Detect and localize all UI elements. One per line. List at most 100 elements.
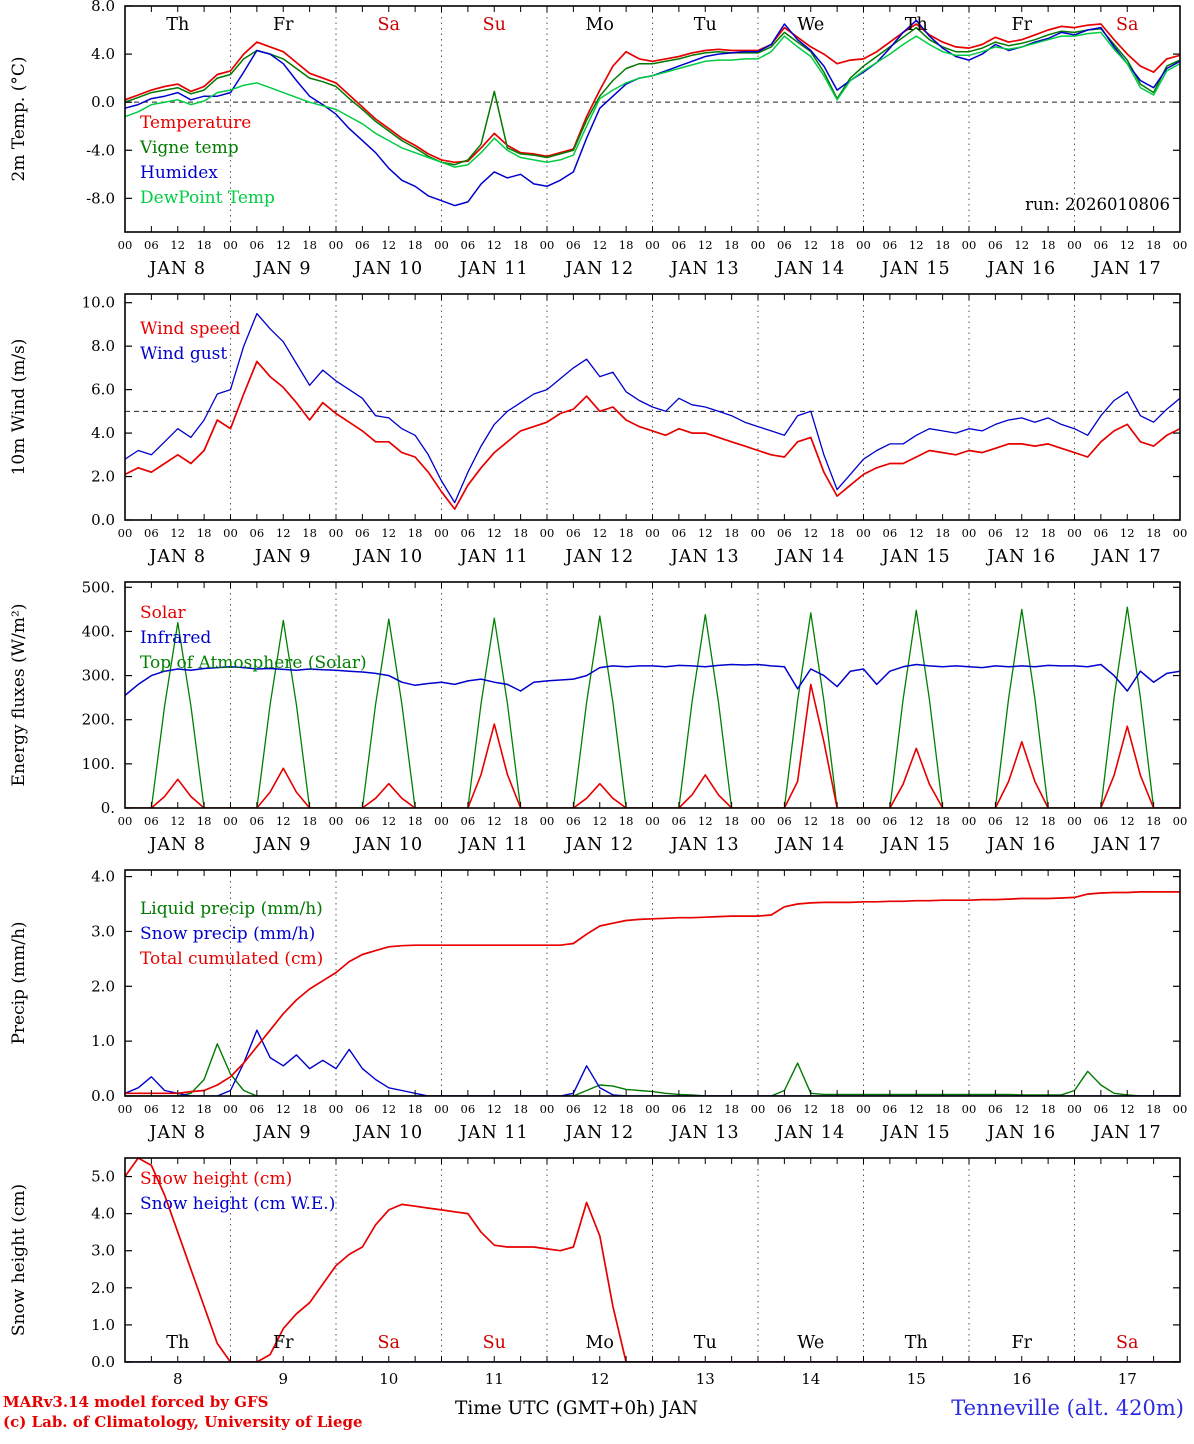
date-label: JAN 9 (253, 835, 312, 855)
hour-label: 12 (1120, 238, 1135, 252)
hour-label: 18 (724, 814, 739, 828)
hour-label: 00 (329, 526, 344, 540)
hour-label: 18 (197, 814, 212, 828)
date-label: JAN 17 (1091, 1123, 1162, 1143)
y-tick-label: 8.0 (91, 0, 115, 15)
legend-entry: DewPoint Temp (140, 188, 275, 208)
hour-label: 18 (408, 526, 423, 540)
hour-label: 00 (645, 814, 660, 828)
hour-label: 06 (566, 526, 581, 540)
hour-label: 12 (487, 1102, 502, 1116)
hour-label: 18 (1146, 814, 1161, 828)
hour-label: 06 (355, 526, 370, 540)
hour-label: 12 (803, 814, 818, 828)
date-label: JAN 8 (147, 835, 206, 855)
hour-label: 12 (276, 1102, 291, 1116)
hour-label: 00 (1173, 526, 1188, 540)
legend-entry: Humidex (140, 163, 218, 183)
date-label: JAN 10 (352, 1123, 423, 1143)
hour-label: 18 (197, 526, 212, 540)
hour-label: 00 (540, 814, 555, 828)
hour-label: 12 (170, 238, 185, 252)
hour-label: 00 (751, 526, 766, 540)
hour-label: 12 (381, 238, 396, 252)
hour-label: 12 (170, 814, 185, 828)
hour-label: 00 (962, 814, 977, 828)
hour-label: 06 (1094, 238, 1109, 252)
hour-label: 06 (777, 814, 792, 828)
y-tick-label: 8.0 (91, 337, 115, 355)
hour-label: 18 (197, 1102, 212, 1116)
hour-label: 06 (672, 238, 687, 252)
date-label: JAN 11 (458, 1123, 529, 1143)
hour-label: 00 (1173, 1102, 1188, 1116)
date-label: JAN 11 (458, 547, 529, 567)
date-label: JAN 15 (880, 547, 951, 567)
panel-4-svg: 00 06 12 18 00 06 12 18 00 06 12 18 00 06 12 18 00 06 12 18… (9, 868, 1188, 1143)
date-label: JAN 14 (774, 259, 845, 279)
y-tick-label: 1.0 (91, 1032, 115, 1050)
hour-label: 00 (329, 814, 344, 828)
y-axis-title: 10m Wind (m/s) (9, 339, 29, 476)
hour-label: 18 (1041, 1102, 1056, 1116)
day-name-label: Th (166, 1333, 189, 1353)
hour-label: 18 (724, 238, 739, 252)
hour-label: 12 (803, 1102, 818, 1116)
y-axis-title: Precip (mm/h) (9, 921, 29, 1044)
day-name-label: Fr (1011, 15, 1032, 35)
hour-label: 12 (487, 526, 502, 540)
hour-label: 06 (883, 238, 898, 252)
hour-label: 12 (276, 526, 291, 540)
hour-label: 06 (1094, 814, 1109, 828)
hour-label: 06 (777, 526, 792, 540)
hour-label: 00 (118, 814, 133, 828)
hour-label: 18 (1146, 238, 1161, 252)
series-dewpoint-temp-line (125, 31, 1180, 168)
series-total-cumulated-line (125, 891, 1180, 1095)
y-tick-label: 0.0 (91, 1353, 115, 1371)
credit-line-1: MARv3.14 model forced by GFS (3, 1393, 269, 1411)
date-label: JAN 11 (458, 835, 529, 855)
date-label: 12 (590, 1370, 609, 1388)
date-label: JAN 13 (669, 547, 740, 567)
hour-label: 18 (302, 526, 317, 540)
y-tick-label: 200. (82, 711, 115, 729)
day-name-label: We (797, 1333, 824, 1353)
panel-1-svg: 00 06 12 18 00 06 12 18 00 06 12 18 00 06 12 18 00 06 12 18… (9, 0, 1187, 279)
hour-label: 18 (830, 1102, 845, 1116)
series-snow-height-line (125, 1158, 1180, 1362)
hour-label: 18 (935, 526, 950, 540)
hour-label: 00 (223, 238, 238, 252)
hour-label: 18 (1146, 1102, 1161, 1116)
date-label: JAN 17 (1091, 835, 1162, 855)
day-name-label: Sa (1116, 1333, 1138, 1353)
hour-label: 18 (935, 238, 950, 252)
hour-label: 06 (144, 814, 159, 828)
date-label: JAN 16 (985, 1123, 1056, 1143)
hour-label: 18 (619, 1102, 634, 1116)
legend-entry: Top of Atmosphere (Solar) (140, 653, 367, 673)
hour-label: 18 (408, 1102, 423, 1116)
y-tick-label: 0.0 (91, 511, 115, 529)
date-label: JAN 14 (774, 547, 845, 567)
hour-label: 06 (144, 526, 159, 540)
hour-label: 06 (672, 814, 687, 828)
date-label: 10 (379, 1370, 398, 1388)
hour-label: 06 (988, 526, 1003, 540)
date-label: 8 (173, 1370, 183, 1388)
series-snow-precip-line (125, 1029, 1180, 1096)
x-axis-title: Time UTC (GMT+0h) JAN (455, 1398, 699, 1419)
hour-label: 12 (592, 238, 607, 252)
hour-label: 12 (381, 526, 396, 540)
day-name-label: Th (905, 1333, 928, 1353)
day-name-label: Tu (694, 1333, 717, 1353)
y-tick-label: 3.0 (91, 922, 115, 940)
date-label: JAN 10 (352, 547, 423, 567)
hour-label: 06 (461, 526, 476, 540)
hour-label: 00 (223, 526, 238, 540)
hour-label: 12 (276, 238, 291, 252)
hour-label: 12 (487, 814, 502, 828)
date-label: JAN 12 (563, 259, 634, 279)
hour-label: 00 (434, 1102, 449, 1116)
hour-label: 06 (777, 238, 792, 252)
